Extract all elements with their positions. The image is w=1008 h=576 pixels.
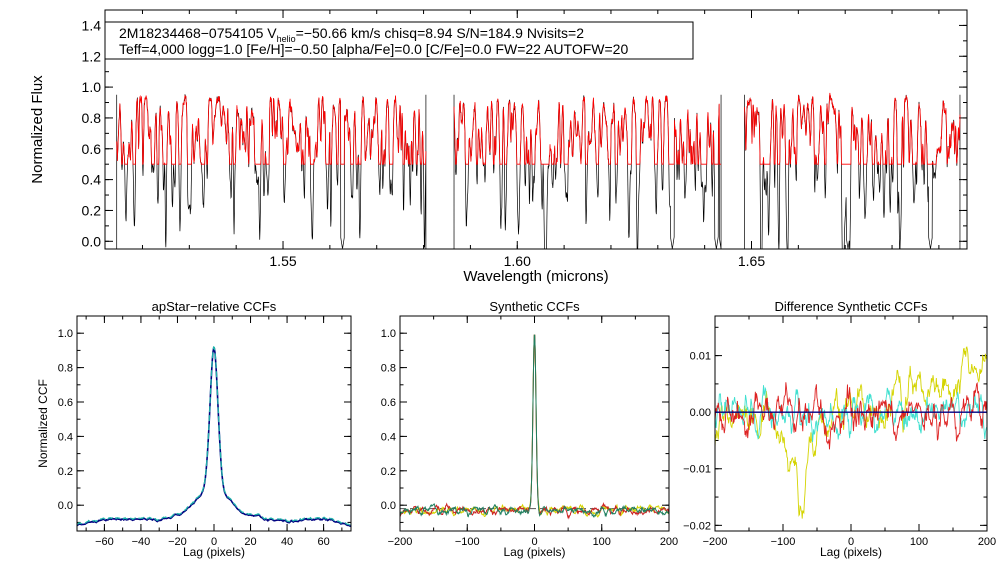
ccf-line-visit-1 — [77, 346, 351, 528]
y-tick-label: 0.6 — [82, 141, 102, 157]
x-tick-label: −40 — [132, 536, 151, 548]
y-tick-label: 0.8 — [58, 363, 73, 375]
x-tick-label: 1.55 — [269, 253, 296, 269]
y-tick-label: −0.02 — [683, 520, 711, 532]
observed-spectrum-chip-1 — [116, 94, 427, 249]
y-tick-label: 0.4 — [82, 172, 102, 188]
title-prefix: 2M18234468−0754105 V — [119, 25, 277, 41]
y-tick-label: 1.0 — [82, 79, 102, 95]
x-tick-label: 0 — [531, 536, 537, 548]
y-tick-label: 0.00 — [690, 407, 711, 419]
x-tick-label: 20 — [244, 536, 256, 548]
x-tick-label: −100 — [771, 536, 796, 548]
y-tick-label: 1.4 — [82, 17, 102, 33]
synthetic-ccf-combined — [400, 334, 669, 518]
x-axis-label: Lag (pixels) — [820, 545, 882, 559]
x-tick-label: 0 — [848, 536, 854, 548]
y-tick-label: 0.0 — [82, 233, 102, 249]
plot-area — [715, 346, 987, 519]
y-axis-label: Normalized Flux — [29, 75, 46, 184]
plot-frame — [104, 9, 968, 250]
x-tick-label: 200 — [660, 536, 678, 548]
title-subscript: helio — [277, 34, 296, 44]
y-axis-label: Normalized CCF — [36, 379, 50, 468]
plot-area — [116, 92, 961, 249]
y-tick-label: 1.0 — [381, 328, 396, 340]
model-spectrum-chip-2 — [453, 95, 722, 165]
y-tick-label: 0.0 — [58, 500, 73, 512]
y-tick-label: 0.01 — [690, 351, 711, 363]
panel-title: Difference Synthetic CCFs — [775, 299, 928, 314]
y-tick-label: 0.4 — [381, 431, 396, 443]
difference-ccf-combined — [715, 346, 987, 519]
y-tick-label: 0.4 — [58, 431, 73, 443]
y-tick-label: 0.0 — [381, 500, 396, 512]
model-spectrum-chip-1 — [116, 94, 427, 166]
y-tick-label: 1.0 — [58, 328, 73, 340]
x-axis-label: Wavelength (microns) — [463, 268, 608, 285]
panel-title: apStar−relative CCFs — [152, 299, 277, 314]
x-tick-label: 1.65 — [738, 253, 765, 269]
x-tick-label: 0 — [211, 536, 217, 548]
x-tick-label: 100 — [910, 536, 928, 548]
y-tick-label: 0.2 — [58, 466, 73, 478]
title-suffix: =−50.66 km/s chisq=8.94 S/N=184.9 Nvisit… — [296, 25, 585, 41]
model-spectrum-chip-3 — [744, 92, 961, 166]
x-axis-label: Lag (pixels) — [503, 545, 565, 559]
synthetic-ccf-visit-1 — [400, 334, 669, 520]
panel-spectrum: 1.55 1.60 1.65 0.0 0.2 0.4 0.6 0.8 1.0 1.2 1.4 Wave… — [29, 9, 968, 285]
x-tick-label: 40 — [281, 536, 293, 548]
x-tick-label: −200 — [388, 536, 413, 548]
y-tick-label: −0.01 — [683, 464, 711, 476]
plot-frame — [399, 315, 670, 532]
ccf-line-visit-2 — [77, 346, 351, 526]
x-tick-label: 200 — [978, 536, 996, 548]
x-axis-label: Lag (pixels) — [183, 545, 245, 559]
y-tick-label: 0.6 — [381, 397, 396, 409]
panel-title: Synthetic CCFs — [489, 299, 580, 314]
plot-area — [77, 346, 351, 528]
y-tick-label: 0.2 — [381, 466, 396, 478]
x-tick-label: −20 — [168, 536, 187, 548]
synthetic-ccf-visit-2 — [400, 334, 669, 518]
plot-area — [400, 334, 669, 520]
y-tick-label: 0.6 — [58, 397, 73, 409]
y-tick-label: 1.2 — [82, 48, 102, 64]
panel-synthetic_ccf: −200 −100 0 100 200 0.0 0.2 0.4 0.6 0.8 1.0 Lag (pi… — [381, 299, 678, 559]
x-tick-label: −60 — [95, 536, 114, 548]
info-box — [104, 21, 694, 60]
y-tick-label: 0.8 — [381, 363, 396, 375]
x-tick-label: 60 — [317, 536, 329, 548]
x-tick-label: −100 — [455, 536, 480, 548]
title-line-1: 2M18234468−0754105 Vhelio=−50.66 km/s ch… — [119, 25, 584, 44]
panel-difference_ccf: −200 −100 0 100 200 −0.02 −0.01 0.00 0.01 Lag (pi… — [683, 299, 996, 559]
y-tick-label: 0.2 — [82, 202, 102, 218]
difference-ccf-visit-2 — [715, 382, 987, 450]
title-line-2: Teff=4,000 logg=1.0 [Fe/H]=−0.50 [alpha/… — [119, 41, 628, 57]
x-tick-label: −200 — [703, 536, 728, 548]
x-tick-label: 100 — [593, 536, 611, 548]
x-tick-label: 1.60 — [504, 253, 531, 269]
panel-apstar_ccf: −60 −40 −20 0 20 40 60 0.0 0.2 0.4 0.6 0.8 1.0 Lag (p… — [36, 299, 352, 559]
y-tick-label: 0.8 — [82, 110, 102, 126]
